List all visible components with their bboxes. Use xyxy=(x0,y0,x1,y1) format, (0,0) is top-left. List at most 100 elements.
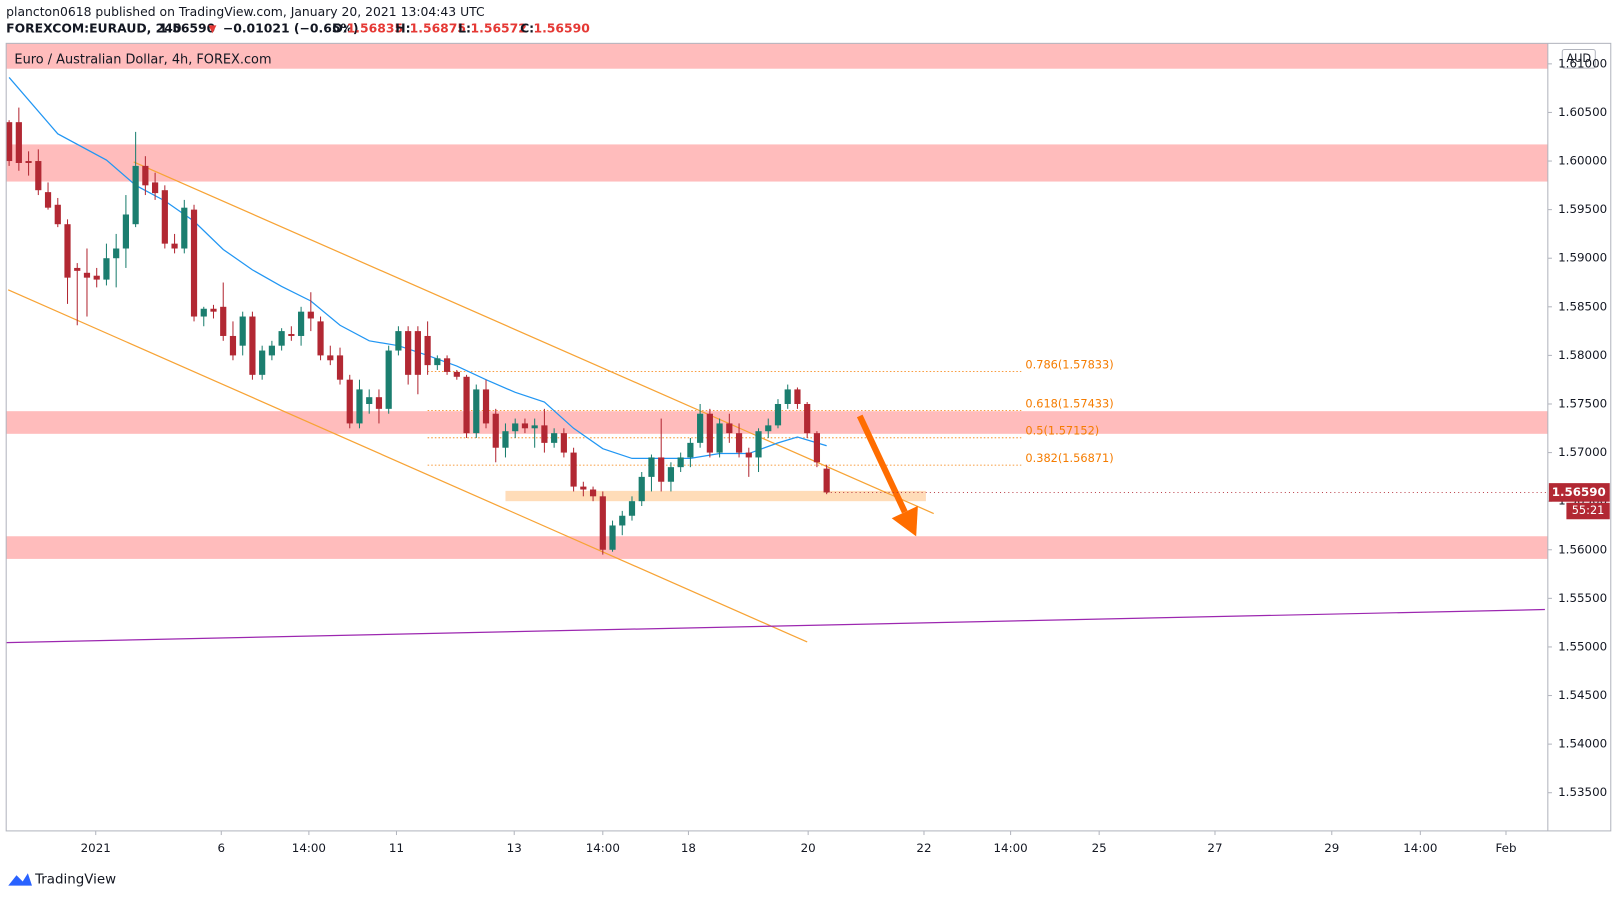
candle-body xyxy=(619,515,626,526)
x-tick-label: 14:00 xyxy=(292,841,326,855)
y-tick-label: 1.54000 xyxy=(1558,737,1607,751)
candle-body xyxy=(171,243,178,249)
candle-body xyxy=(152,182,159,194)
candle-body xyxy=(697,413,704,443)
candle-body xyxy=(25,161,32,163)
y-tick-label: 1.61000 xyxy=(1558,56,1607,70)
candle-body xyxy=(288,334,295,336)
x-tick-label: 22 xyxy=(916,841,931,855)
down-arrow: ▼ xyxy=(208,23,216,35)
plot: 0.786(1.57833) 0.618(1.57433) 0.5(1.57152)… xyxy=(6,77,1548,644)
arrow-head xyxy=(891,505,918,537)
zone xyxy=(505,490,926,502)
c-label: C: xyxy=(520,21,534,35)
candle-body xyxy=(210,308,217,312)
candle-body xyxy=(405,331,412,375)
candle-body xyxy=(375,397,383,409)
candle-body xyxy=(190,209,198,317)
last-price-label: 1.56590 xyxy=(1552,485,1606,499)
zone xyxy=(6,43,1548,69)
y-tick-label: 1.57500 xyxy=(1558,396,1607,410)
candle-body xyxy=(93,275,100,280)
candle-body xyxy=(628,501,636,516)
candle-body xyxy=(268,345,275,356)
candle-body xyxy=(677,457,684,468)
candle-body xyxy=(531,425,538,429)
zone xyxy=(6,144,1548,182)
x-tick-label: 27 xyxy=(1207,841,1222,855)
candle-body xyxy=(44,192,52,208)
candle-body xyxy=(35,161,42,191)
candle-body xyxy=(317,321,324,356)
candle-body xyxy=(492,413,499,448)
x-tick-label: 6 xyxy=(218,841,226,855)
logo xyxy=(8,873,32,886)
x-tick-label: 2021 xyxy=(81,841,111,855)
open-value: 1.56835 xyxy=(347,21,403,35)
candle-body xyxy=(229,335,237,356)
zone xyxy=(6,536,1548,559)
y-tick-label: 1.53500 xyxy=(1558,785,1607,799)
y-tick-label: 1.58500 xyxy=(1558,299,1607,313)
candle-body xyxy=(706,413,713,453)
candle-body xyxy=(74,267,81,271)
candle-body xyxy=(473,389,480,434)
candle-body xyxy=(813,433,821,463)
fib-label: 0.786(1.57833) xyxy=(1025,357,1113,371)
fib-label: 0.618(1.57433) xyxy=(1025,396,1113,410)
candle-body xyxy=(6,122,13,162)
candle-body xyxy=(765,425,772,432)
candle-body xyxy=(687,442,694,458)
x-tick-label: 14:00 xyxy=(1403,841,1437,855)
y-tick-label: 1.60500 xyxy=(1558,105,1607,119)
candle-body xyxy=(794,389,801,404)
candle-body xyxy=(453,371,460,377)
currency-badge xyxy=(1561,49,1596,69)
y-tick-label: 1.54500 xyxy=(1558,688,1607,702)
brand: TradingView xyxy=(34,872,116,887)
x-tick-label: 18 xyxy=(681,841,696,855)
candle-body xyxy=(434,358,441,366)
candle-body xyxy=(735,433,743,453)
candle-body xyxy=(823,468,830,493)
candle-body xyxy=(142,165,149,186)
candle-body xyxy=(502,431,509,448)
x-tick-label: 29 xyxy=(1324,841,1339,855)
currency: AUD xyxy=(1566,51,1591,65)
y-tick-label: 1.59500 xyxy=(1558,202,1607,216)
candle-body xyxy=(658,457,665,482)
candle-body xyxy=(580,486,587,490)
y-tick-label: 1.58000 xyxy=(1558,348,1607,362)
moving-average xyxy=(8,77,827,460)
candle-body xyxy=(482,389,490,424)
candle-body xyxy=(755,431,762,458)
candle-body xyxy=(443,358,451,372)
y-tick-label: 1.56000 xyxy=(1558,542,1607,556)
x-tick-label: 14:00 xyxy=(994,841,1028,855)
last-price-badge xyxy=(1548,483,1610,502)
candle-body xyxy=(336,355,344,380)
candle-body xyxy=(667,467,675,482)
candle-body xyxy=(239,316,246,346)
chart-title: Euro / Australian Dollar, 4h, FOREX.com xyxy=(14,52,271,67)
fib-label: 0.382(1.56871) xyxy=(1025,451,1113,465)
candle-body xyxy=(424,335,431,366)
quote-line: FOREXCOM:EURAUD, 240 1.56590 ▼ −0.01021 … xyxy=(6,21,590,35)
candle-body xyxy=(385,350,392,409)
candle-body xyxy=(541,425,548,443)
trend-line xyxy=(6,608,1545,644)
candle-body xyxy=(366,397,373,404)
arrow-shaft xyxy=(856,414,908,514)
candle-body xyxy=(570,452,577,487)
candle-body xyxy=(774,403,782,426)
candle-body xyxy=(181,207,188,249)
candle-body xyxy=(259,350,266,375)
x-tick-label: 13 xyxy=(507,841,522,855)
candle-body xyxy=(132,165,139,225)
candle-body xyxy=(103,258,110,280)
candle-body xyxy=(745,452,752,458)
candle-body xyxy=(297,311,305,336)
candle-body xyxy=(804,403,811,434)
candle-body xyxy=(54,204,61,225)
